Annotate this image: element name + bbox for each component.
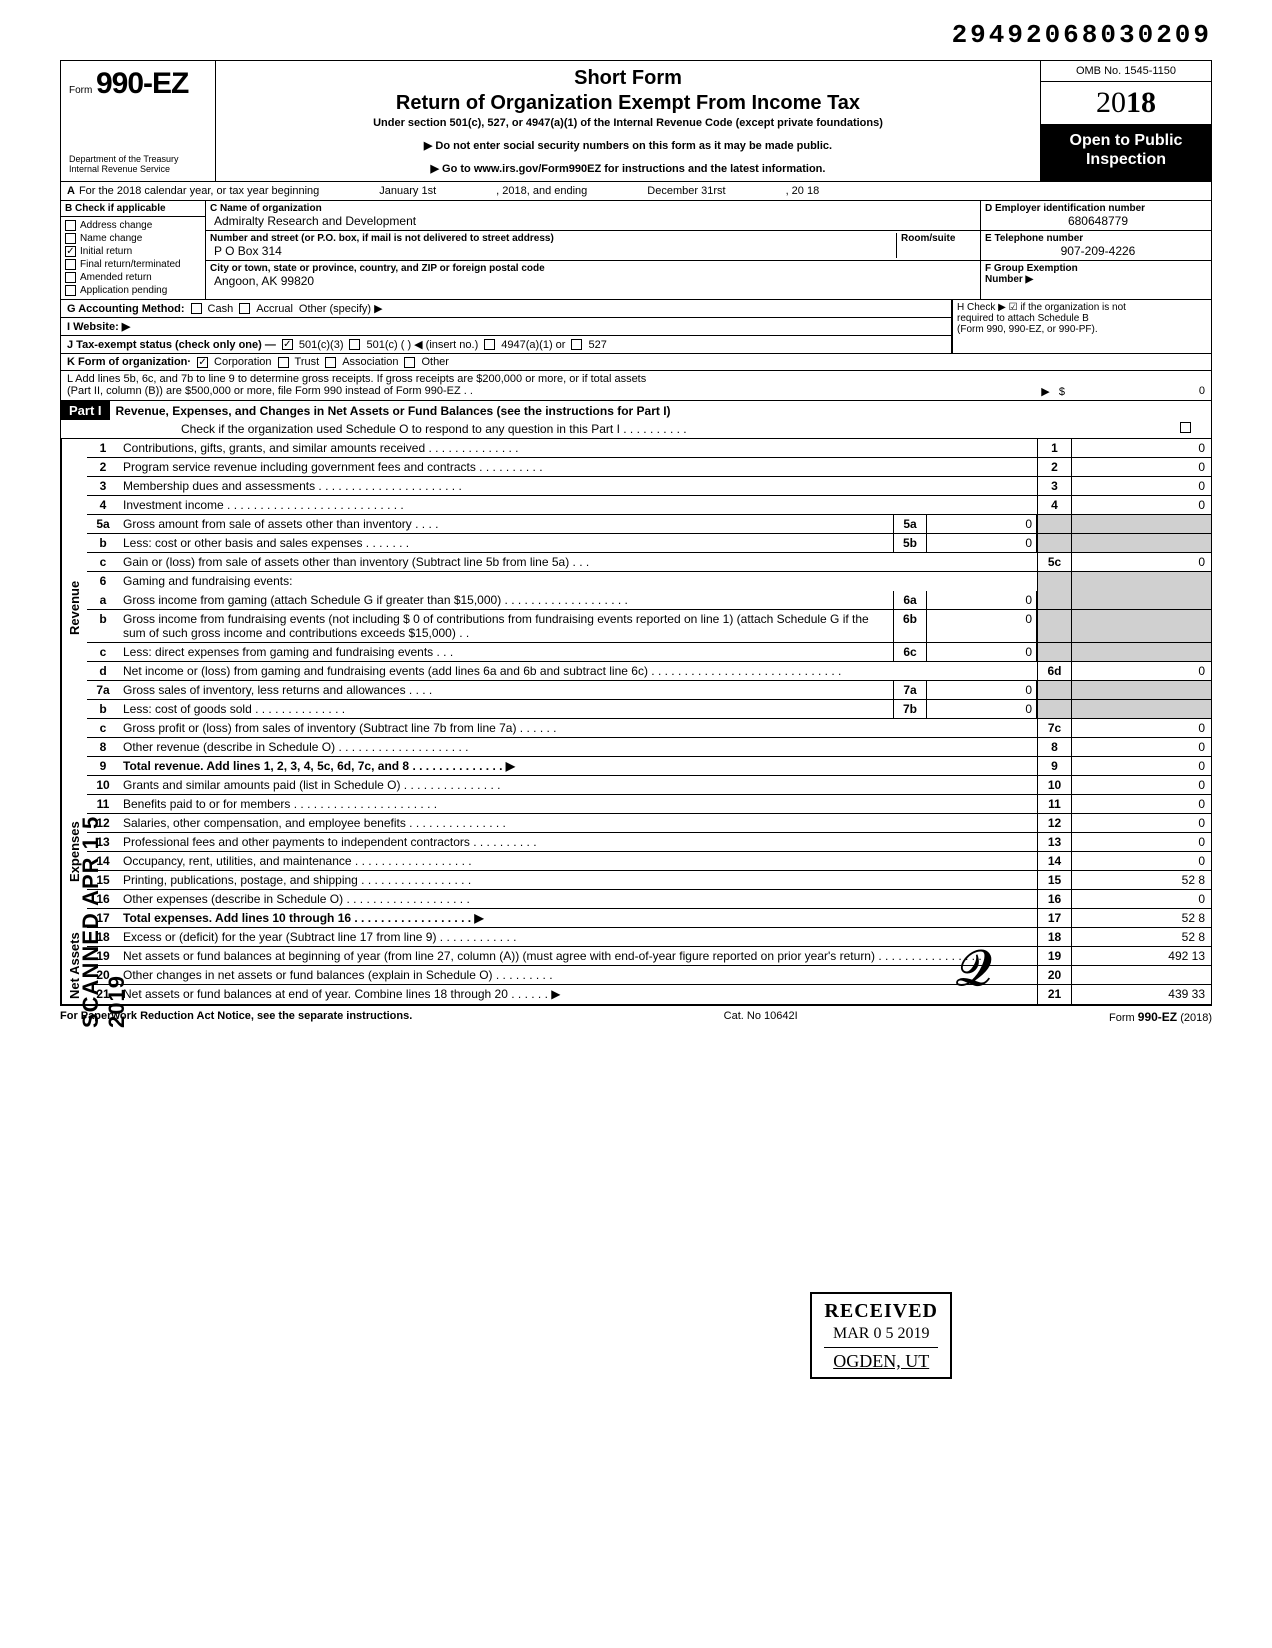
line-7b-amount: 0 [927, 700, 1037, 718]
check-corporation[interactable]: ✓ [197, 357, 208, 368]
street-address: P O Box 314 [210, 244, 896, 258]
instruction-1: Do not enter social security numbers on … [226, 139, 1030, 152]
check-4947[interactable] [484, 339, 495, 350]
short-form-label: Short Form [226, 67, 1030, 90]
check-cash[interactable] [191, 303, 202, 314]
department-label: Department of the Treasury Internal Reve… [69, 155, 207, 175]
gross-receipts: 0 [1065, 385, 1205, 398]
form-number: 990-EZ [96, 67, 188, 100]
check-schedule-o[interactable] [1180, 422, 1191, 433]
row-L: L Add lines 5b, 6c, and 7b to line 9 to … [60, 371, 1212, 401]
ein: 680648779 [985, 214, 1207, 228]
tax-year-begin: January 1st [379, 185, 436, 197]
line-9-amount: 0 [1071, 757, 1211, 775]
line-3-amount: 0 [1071, 477, 1211, 495]
tax-year: 2018 [1041, 82, 1211, 125]
omb-number: OMB No. 1545-1150 [1041, 61, 1211, 82]
row-A: A For the 2018 calendar year, or tax yea… [60, 181, 1212, 200]
line-6d-amount: 0 [1071, 662, 1211, 680]
line-19-amount: 492 13 [1071, 947, 1211, 965]
line-11-amount: 0 [1071, 795, 1211, 813]
row-G: G Accounting Method: Cash Accrual Other … [60, 300, 952, 318]
line-18-amount: 52 8 [1071, 928, 1211, 946]
line-6b-amount: 0 [927, 610, 1037, 642]
net-assets-table: Net Assets 18Excess or (deficit) for the… [60, 928, 1212, 1005]
revenue-table: Revenue 1Contributions, gifts, grants, a… [60, 439, 1212, 776]
title-box: Short Form Return of Organization Exempt… [216, 61, 1041, 181]
check-amended-return[interactable]: Amended return [65, 271, 201, 284]
column-C: C Name of organization Admiralty Researc… [206, 201, 981, 299]
check-initial-return[interactable]: ✓Initial return [65, 245, 201, 258]
line-20-amount [1071, 966, 1211, 984]
line-21-amount: 439 33 [1071, 985, 1211, 1004]
column-B: B Check if applicable Address change Nam… [61, 201, 206, 299]
line-4-amount: 0 [1071, 496, 1211, 514]
line-5b-amount: 0 [927, 534, 1037, 552]
tax-year-end: December 31rst [647, 185, 725, 197]
row-J: J Tax-exempt status (check only one) — ✓… [60, 336, 952, 354]
check-trust[interactable] [278, 357, 289, 368]
city-state-zip: Angoon, AK 99820 [210, 274, 976, 288]
expenses-label: Expenses [61, 776, 87, 928]
part-1-sub: Check if the organization used Schedule … [60, 420, 1212, 439]
org-name: Admiralty Research and Development [210, 214, 976, 228]
initial-mark: 𝓠 [956, 939, 992, 998]
revenue-label: Revenue [61, 439, 87, 776]
form-number-box: Form 990-EZ Department of the Treasury I… [61, 61, 216, 181]
check-accrual[interactable] [239, 303, 250, 314]
line-5a-amount: 0 [927, 515, 1037, 533]
form-prefix: Form [69, 85, 92, 96]
check-name-change[interactable]: Name change [65, 232, 201, 245]
instruction-2: Go to www.irs.gov/Form990EZ for instruct… [226, 162, 1030, 175]
form-page: 29492068030209 Form 990-EZ Department of… [60, 20, 1212, 1028]
box-H: H Check ▶ ☑ if the organization is not r… [952, 300, 1212, 354]
line-14-amount: 0 [1071, 852, 1211, 870]
net-assets-label: Net Assets [61, 928, 87, 1004]
line-17-amount: 52 8 [1071, 909, 1211, 927]
main-title: Return of Organization Exempt From Incom… [226, 92, 1030, 115]
check-address-change[interactable]: Address change [65, 219, 201, 232]
line-6a-amount: 0 [927, 591, 1037, 609]
line-5c-amount: 0 [1071, 553, 1211, 571]
line-15-amount: 52 8 [1071, 871, 1211, 889]
check-501c[interactable] [349, 339, 360, 350]
section-BCD: B Check if applicable Address change Nam… [60, 200, 1212, 300]
column-DEF: D Employer identification number 6806487… [981, 201, 1211, 299]
page-footer: For Paperwork Reduction Act Notice, see … [60, 1005, 1212, 1028]
open-to-public: Open to Public Inspection [1041, 125, 1211, 181]
check-final-return[interactable]: Final return/terminated [65, 258, 201, 271]
sub-title: Under section 501(c), 527, or 4947(a)(1)… [226, 117, 1030, 129]
check-other-org[interactable] [404, 357, 415, 368]
check-501c3[interactable]: ✓ [282, 339, 293, 350]
line-2-amount: 0 [1071, 458, 1211, 476]
check-application-pending[interactable]: Application pending [65, 284, 201, 297]
telephone: 907-209-4226 [985, 244, 1207, 258]
omb-box: OMB No. 1545-1150 2018 Open to Public In… [1041, 61, 1211, 181]
row-K: K Form of organization· ✓Corporation Tru… [60, 354, 1212, 371]
line-13-amount: 0 [1071, 833, 1211, 851]
form-ref: Form 990-EZ (2018) [1109, 1010, 1212, 1024]
check-527[interactable] [571, 339, 582, 350]
form-header: Form 990-EZ Department of the Treasury I… [60, 60, 1212, 181]
line-7a-amount: 0 [927, 681, 1037, 699]
line-10-amount: 0 [1071, 776, 1211, 794]
line-16-amount: 0 [1071, 890, 1211, 908]
line-8-amount: 0 [1071, 738, 1211, 756]
line-7c-amount: 0 [1071, 719, 1211, 737]
check-association[interactable] [325, 357, 336, 368]
expenses-table: Expenses 10Grants and similar amounts pa… [60, 776, 1212, 928]
document-id: 29492068030209 [60, 20, 1212, 50]
row-I: I Website: ▶ [60, 318, 952, 336]
part-1-header: Part I Revenue, Expenses, and Changes in… [60, 401, 1212, 420]
line-12-amount: 0 [1071, 814, 1211, 832]
line-1-amount: 0 [1071, 439, 1211, 457]
line-6c-amount: 0 [927, 643, 1037, 661]
received-stamp: RECEIVED MAR 0 5 2019 OGDEN, UT [810, 1292, 952, 1379]
